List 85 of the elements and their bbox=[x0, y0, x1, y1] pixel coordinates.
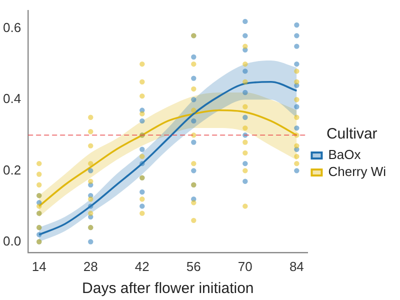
point bbox=[88, 239, 94, 244]
point bbox=[140, 154, 145, 160]
point bbox=[242, 104, 248, 110]
point bbox=[242, 178, 248, 184]
point bbox=[294, 160, 300, 166]
point bbox=[88, 196, 94, 202]
point bbox=[242, 90, 248, 96]
x-tick-label: 14 bbox=[32, 258, 46, 274]
point bbox=[140, 189, 145, 195]
point bbox=[140, 93, 145, 99]
point bbox=[88, 210, 94, 216]
point bbox=[294, 168, 300, 174]
y-tick-label: 0.2 bbox=[2, 162, 22, 178]
point bbox=[140, 111, 145, 116]
x-tick-label: 28 bbox=[83, 258, 98, 274]
point bbox=[242, 18, 248, 24]
point bbox=[36, 204, 42, 209]
point bbox=[294, 114, 300, 120]
point bbox=[191, 54, 196, 60]
x-tick-label: 56 bbox=[186, 258, 201, 274]
point bbox=[242, 68, 248, 74]
point bbox=[88, 129, 94, 134]
point bbox=[88, 160, 94, 166]
point bbox=[191, 108, 196, 113]
legend-title: Cultivar bbox=[326, 126, 378, 143]
point bbox=[36, 172, 42, 177]
point bbox=[242, 33, 248, 38]
point bbox=[191, 86, 196, 92]
point bbox=[140, 210, 145, 216]
point bbox=[140, 118, 145, 124]
point bbox=[36, 160, 42, 166]
point bbox=[191, 160, 196, 166]
point bbox=[191, 118, 196, 124]
point bbox=[294, 22, 300, 28]
point bbox=[242, 125, 248, 131]
point bbox=[242, 44, 248, 49]
point bbox=[242, 168, 248, 174]
point bbox=[140, 61, 145, 67]
y-tick-label: 0.6 bbox=[2, 20, 22, 36]
x-axis-title: Days after flower initiation bbox=[82, 280, 254, 298]
point bbox=[242, 140, 248, 145]
point bbox=[88, 143, 94, 148]
point bbox=[294, 61, 300, 67]
point bbox=[294, 33, 300, 38]
point bbox=[140, 79, 145, 84]
point bbox=[242, 79, 248, 84]
point bbox=[191, 168, 196, 174]
point bbox=[294, 154, 300, 160]
legend-label: Cherry Wi bbox=[328, 164, 386, 180]
point bbox=[242, 114, 248, 120]
x-tick-label: 42 bbox=[134, 258, 150, 274]
point bbox=[140, 146, 145, 152]
point bbox=[88, 168, 94, 174]
point bbox=[294, 79, 300, 84]
point bbox=[242, 150, 248, 156]
point bbox=[294, 97, 300, 102]
point bbox=[191, 76, 196, 81]
y-tick-label: 0.4 bbox=[2, 91, 22, 106]
point bbox=[140, 196, 145, 202]
point bbox=[140, 160, 145, 166]
point bbox=[36, 232, 42, 238]
point bbox=[294, 125, 300, 131]
point bbox=[294, 104, 300, 110]
x-tick-label: 70 bbox=[238, 258, 252, 274]
point bbox=[191, 61, 196, 67]
point bbox=[294, 68, 300, 74]
point bbox=[191, 218, 196, 224]
point bbox=[242, 61, 248, 67]
point bbox=[242, 160, 248, 166]
point bbox=[242, 204, 248, 209]
y-tick-label: 0.0 bbox=[2, 233, 22, 248]
legend-label: BaOx bbox=[328, 147, 362, 162]
point bbox=[88, 178, 94, 184]
point bbox=[294, 143, 300, 148]
point bbox=[294, 44, 300, 49]
point bbox=[191, 97, 196, 102]
point bbox=[294, 132, 300, 138]
x-tick-label: 84 bbox=[289, 258, 304, 274]
point bbox=[88, 114, 94, 120]
point bbox=[191, 200, 196, 206]
point bbox=[140, 204, 145, 209]
point bbox=[88, 204, 94, 209]
point bbox=[191, 140, 196, 145]
point bbox=[36, 182, 42, 188]
point bbox=[191, 132, 196, 138]
